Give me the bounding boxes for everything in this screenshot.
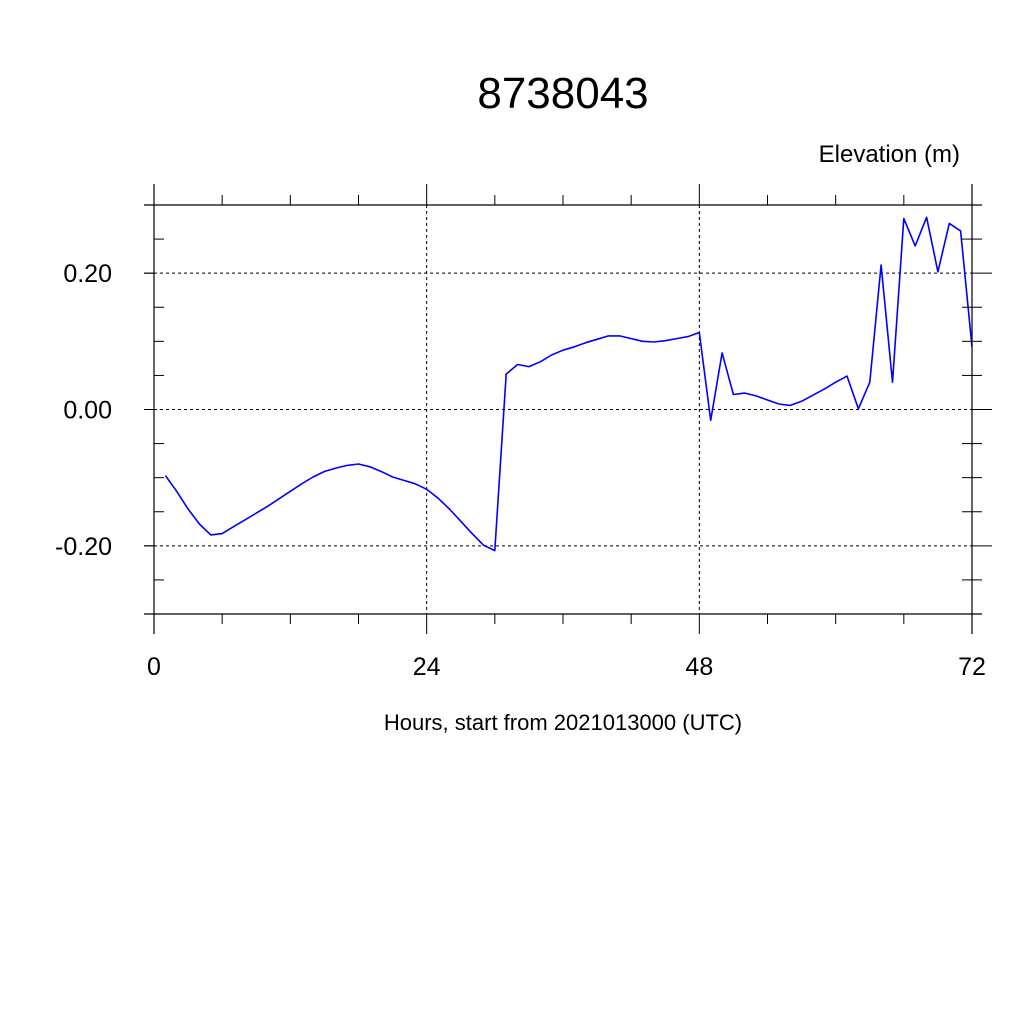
chart-title: 8738043 (477, 69, 648, 118)
x-axis-label: Hours, start from 2021013000 (UTC) (384, 710, 742, 735)
x-tick-label: 24 (413, 653, 441, 681)
x-axis-ticks: 0 24 48 72 (147, 184, 986, 681)
series-line (164, 216, 973, 552)
grid-lines (153, 205, 973, 614)
x-tick-label: 72 (958, 653, 986, 681)
x-tick-label: 0 (147, 653, 161, 681)
y-tick-label: 0.20 (63, 260, 112, 288)
y-tick-label: 0.00 (63, 397, 112, 425)
y-tick-label: -0.20 (55, 533, 112, 561)
x-tick-label: 48 (685, 653, 713, 681)
y-axis-label: Elevation (m) (819, 141, 960, 168)
y-axis-ticks: -0.20 0.00 0.20 (55, 204, 992, 615)
series-layer (164, 216, 973, 552)
